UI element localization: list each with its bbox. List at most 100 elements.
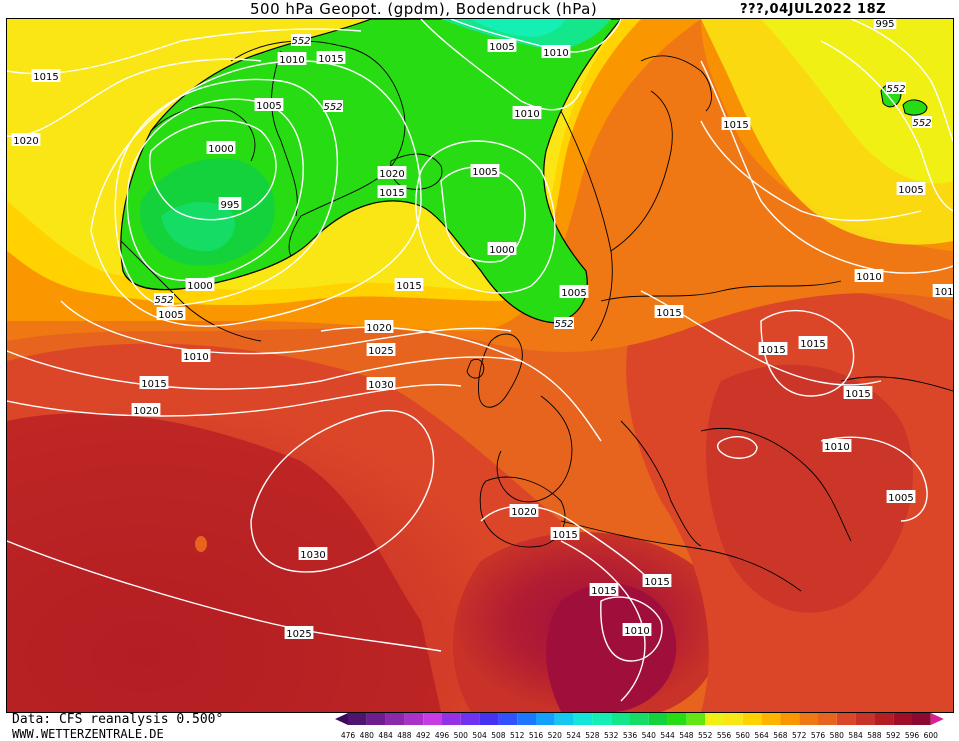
isobar-label-box bbox=[642, 574, 672, 587]
legend-swatch bbox=[404, 713, 424, 725]
legend-tick-label: 564 bbox=[754, 731, 769, 740]
france-coast bbox=[496, 395, 573, 503]
isobar-1005-ring bbox=[126, 98, 304, 282]
legend-swatch bbox=[836, 713, 856, 725]
legend-tick-label: 560 bbox=[736, 731, 751, 740]
legend-tick-label: 528 bbox=[585, 731, 600, 740]
isobar-1015-africa bbox=[560, 540, 646, 702]
isobar-label: 1025 bbox=[286, 629, 311, 640]
legend-swatch bbox=[611, 713, 630, 725]
legend-tick-label: 576 bbox=[811, 731, 826, 740]
isobar-label-box bbox=[622, 623, 652, 636]
isobar-label: 1010 bbox=[824, 442, 849, 453]
legend-swatch bbox=[573, 713, 593, 725]
black-sea-north bbox=[840, 376, 953, 392]
low-core-west bbox=[161, 201, 235, 252]
isobar-995-russia bbox=[850, 19, 953, 142]
geopotential-label: 552 bbox=[154, 295, 173, 306]
isobar-label: 1020 bbox=[511, 507, 536, 518]
baltic-south bbox=[600, 280, 842, 302]
legend-tick-label: 508 bbox=[491, 731, 506, 740]
greenland-west-coast bbox=[271, 50, 298, 217]
legend-swatch bbox=[893, 713, 912, 725]
legend-arrow-low bbox=[335, 713, 348, 725]
isobar-1000-ring bbox=[149, 119, 277, 221]
legend-tick-label: 544 bbox=[660, 731, 675, 740]
isobar-label-box bbox=[509, 504, 539, 517]
isobar-label-box bbox=[31, 69, 61, 82]
isobar-label: 1015 bbox=[723, 120, 748, 131]
isobar-label: 1005 bbox=[898, 185, 923, 196]
legend-swatch bbox=[686, 713, 706, 725]
isobar-label: 1005 bbox=[256, 101, 281, 112]
legend-tick-label: 488 bbox=[397, 731, 412, 740]
legend-swatch bbox=[442, 713, 461, 725]
north-africa-coast bbox=[560, 520, 802, 592]
isobar-label-box bbox=[364, 320, 394, 333]
heat-core bbox=[546, 583, 677, 712]
isobar-1020-northwest bbox=[7, 58, 262, 138]
isobar-label: 1015 bbox=[760, 345, 785, 356]
isobar-label: 1010 bbox=[856, 272, 881, 283]
isobar-label: 1015 bbox=[656, 308, 681, 319]
isobar-label-box bbox=[758, 342, 788, 355]
isobar-label-box bbox=[873, 19, 897, 29]
geopotential-label-box bbox=[323, 100, 343, 112]
warm-core-balkans bbox=[706, 364, 913, 613]
geopotential-label-box bbox=[554, 317, 574, 329]
isobar-label: 1000 bbox=[208, 144, 233, 155]
isobar-label-box bbox=[139, 376, 169, 389]
geopotential-label: 552 bbox=[554, 319, 573, 330]
legend-tick-label: 600 bbox=[924, 731, 939, 740]
isobar-label: 1010 bbox=[624, 626, 649, 637]
legend-tick-label: 532 bbox=[604, 731, 619, 740]
isobar-1010-small bbox=[716, 436, 758, 459]
isobar-label: 1015 bbox=[141, 379, 166, 390]
legend-swatch bbox=[366, 713, 386, 725]
isobar-label-box bbox=[316, 51, 346, 64]
legend-swatch bbox=[385, 713, 405, 725]
isobar-label-box bbox=[487, 39, 517, 52]
isobar-label: 1020 bbox=[13, 136, 38, 147]
geopotential-labels: 552 552 552 552 552 552 bbox=[154, 34, 932, 330]
isobar-label: 1010 bbox=[279, 55, 304, 66]
isobar-label: 1015 bbox=[33, 72, 58, 83]
legend-swatch bbox=[724, 713, 743, 725]
isobar-1015-russia bbox=[700, 120, 922, 222]
isobar-label: 1000 bbox=[489, 245, 514, 256]
legend-tick-label: 572 bbox=[792, 731, 807, 740]
legend-swatch bbox=[818, 713, 837, 725]
legend-tick-label: 492 bbox=[416, 731, 431, 740]
legend-swatch bbox=[592, 713, 612, 725]
coastlines bbox=[120, 40, 953, 592]
isobar-label: 1010 bbox=[183, 352, 208, 363]
legend-tick-label: 584 bbox=[848, 731, 863, 740]
legend-swatch bbox=[780, 713, 800, 725]
legend-swatch bbox=[855, 713, 875, 725]
isobar-label-box bbox=[298, 547, 328, 560]
website-label: WWW.WETTERZENTRALE.DE bbox=[12, 727, 164, 741]
geopotential-label: 552 bbox=[323, 102, 342, 113]
chart-title: 500 hPa Geopot. (gpdm), Bodendruck (hPa) bbox=[250, 0, 598, 18]
isobar-1020-iberia bbox=[480, 505, 652, 582]
isobar-label-box bbox=[721, 117, 751, 130]
isobar-1030-ring bbox=[250, 409, 435, 573]
legend-swatch bbox=[648, 713, 668, 725]
isobar-label: 1015 bbox=[379, 188, 404, 199]
isobar-label: 1005 bbox=[472, 167, 497, 178]
weather-map: 1015 1020 1010 1015 1005 1000 995 1000 1005 1010 1… bbox=[6, 18, 954, 713]
isobar-label: 1010 bbox=[543, 48, 568, 59]
geopotential-label: 552 bbox=[886, 84, 905, 95]
warmest-southwest bbox=[7, 413, 441, 712]
color-legend: 476 480 484 488 492 496 500 504 508 512 516 520 524 5… bbox=[335, 713, 944, 740]
isobar-label: 1020 bbox=[379, 169, 404, 180]
geopotential-label: 552 bbox=[291, 36, 310, 47]
legend-swatch bbox=[460, 713, 480, 725]
norway-coast bbox=[560, 110, 613, 342]
isobar-label-box bbox=[470, 164, 500, 177]
isobar-label: 1015 bbox=[591, 586, 616, 597]
isobar-1020-south bbox=[7, 383, 462, 417]
legend-tick-label: 580 bbox=[830, 731, 845, 740]
ireland bbox=[466, 358, 485, 379]
legend-tick-label: 512 bbox=[510, 731, 525, 740]
